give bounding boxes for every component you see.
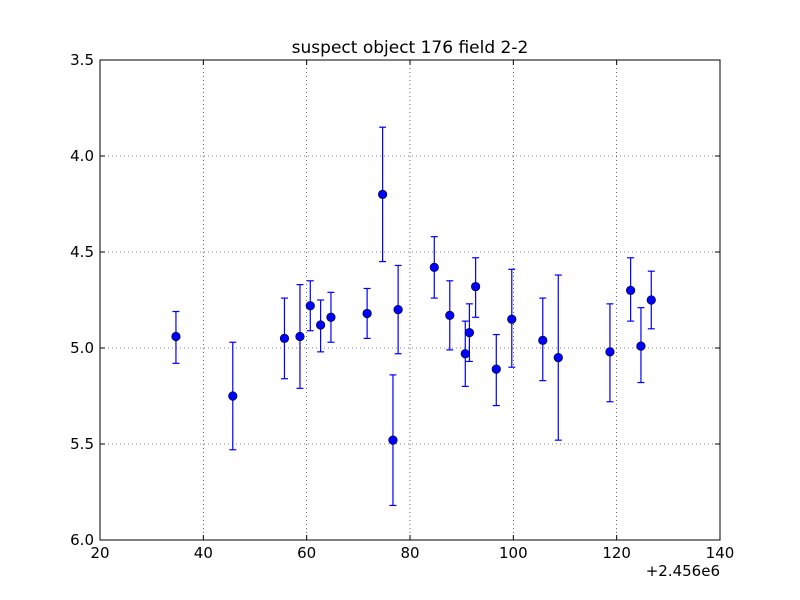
data-point: [171, 331, 181, 342]
error-bars: [172, 126, 655, 507]
data-point: [393, 305, 403, 315]
x-tick-label: 60: [297, 544, 316, 562]
chart-title: suspect object 176 field 2-2: [292, 38, 529, 58]
y-tick-label: 4.0: [70, 147, 94, 165]
data-point: [378, 189, 388, 199]
data-point: [388, 435, 398, 445]
data-point: [646, 295, 656, 305]
axis-ticks: [99, 59, 721, 541]
data-point: [507, 314, 517, 324]
x-tick-label: 80: [400, 544, 419, 562]
data-markers: [171, 189, 656, 445]
data-point: [636, 341, 646, 351]
y-tick-label: 4.5: [70, 243, 94, 261]
data-point: [316, 320, 326, 330]
y-tick-label: 6.0: [70, 531, 94, 549]
y-tick-label: 5.5: [70, 435, 94, 453]
data-point: [553, 353, 563, 363]
data-point: [228, 391, 238, 401]
data-point: [295, 331, 305, 342]
data-point: [445, 310, 455, 320]
y-tick-label: 5.0: [70, 339, 94, 357]
data-point: [471, 281, 481, 292]
data-point: [464, 328, 475, 338]
x-axis-offset-label: +2.456e6: [646, 562, 720, 580]
y-tick-labels: 3.5 4.0 4.5 5.0 5.5 6.0: [70, 51, 94, 549]
x-tick-label: 20: [90, 544, 109, 562]
x-tick-label: 120: [602, 544, 631, 562]
data-point: [491, 364, 501, 374]
data-point: [279, 333, 290, 344]
x-tick-label: 100: [499, 544, 528, 562]
data-point: [429, 262, 439, 272]
x-tick-label: 40: [194, 544, 213, 562]
data-point: [626, 285, 636, 296]
data-point: [538, 335, 548, 345]
x-tick-label: 140: [706, 544, 735, 562]
y-tick-label: 3.5: [70, 51, 94, 69]
data-point: [362, 308, 372, 319]
data-point: [305, 301, 315, 311]
data-point: [460, 349, 470, 359]
data-point: [605, 347, 615, 357]
grid-lines: [100, 60, 720, 540]
data-point: [326, 312, 336, 322]
x-tick-labels: 20 40 60 80 100 120 140: [90, 544, 734, 562]
